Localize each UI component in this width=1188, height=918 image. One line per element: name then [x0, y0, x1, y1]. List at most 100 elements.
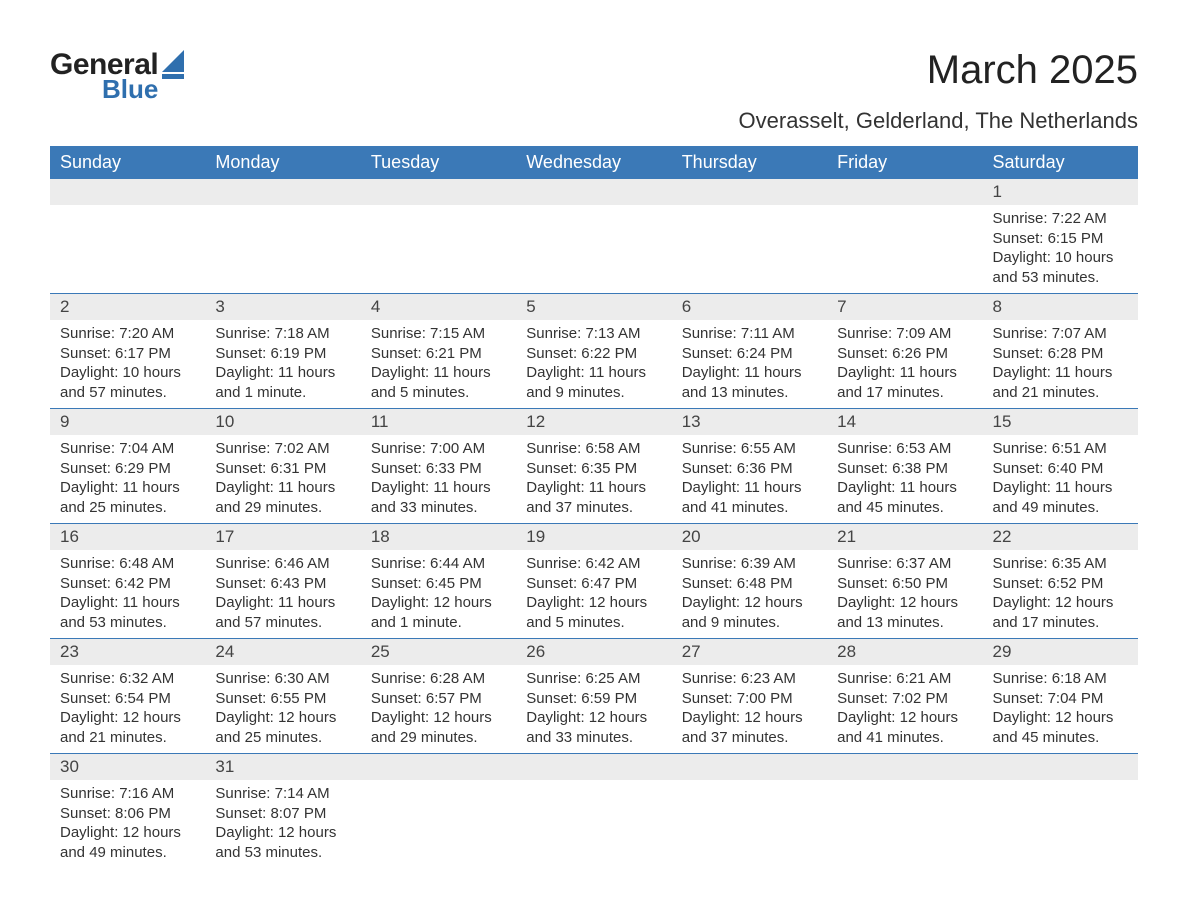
- day-body: Sunrise: 6:23 AMSunset: 7:00 PMDaylight:…: [672, 665, 827, 753]
- sunrise-text: Sunrise: 6:35 AM: [993, 554, 1128, 574]
- day-number: 11: [361, 409, 516, 435]
- sunset-text: Sunset: 6:26 PM: [837, 344, 972, 364]
- sunrise-text: Sunrise: 7:07 AM: [993, 324, 1128, 344]
- day-body: Sunrise: 6:35 AMSunset: 6:52 PMDaylight:…: [983, 550, 1138, 638]
- daylight-text: Daylight: 11 hours and 33 minutes.: [371, 478, 506, 517]
- weekday-header: Sunday: [50, 146, 205, 179]
- sunset-text: Sunset: 6:59 PM: [526, 689, 661, 709]
- sunrise-text: Sunrise: 7:13 AM: [526, 324, 661, 344]
- day-number: [361, 754, 516, 780]
- calendar-cell: [205, 179, 360, 294]
- day-number: [827, 179, 982, 205]
- calendar-cell: 11Sunrise: 7:00 AMSunset: 6:33 PMDayligh…: [361, 409, 516, 524]
- daylight-text: Daylight: 12 hours and 1 minute.: [371, 593, 506, 632]
- daylight-text: Daylight: 11 hours and 5 minutes.: [371, 363, 506, 402]
- sunset-text: Sunset: 6:40 PM: [993, 459, 1128, 479]
- day-number: [672, 179, 827, 205]
- day-body: Sunrise: 7:18 AMSunset: 6:19 PMDaylight:…: [205, 320, 360, 408]
- day-body: Sunrise: 7:02 AMSunset: 6:31 PMDaylight:…: [205, 435, 360, 523]
- day-body: Sunrise: 7:04 AMSunset: 6:29 PMDaylight:…: [50, 435, 205, 523]
- calendar-cell: 7Sunrise: 7:09 AMSunset: 6:26 PMDaylight…: [827, 294, 982, 409]
- day-body: Sunrise: 6:32 AMSunset: 6:54 PMDaylight:…: [50, 665, 205, 753]
- calendar-cell: 27Sunrise: 6:23 AMSunset: 7:00 PMDayligh…: [672, 639, 827, 754]
- day-number: 10: [205, 409, 360, 435]
- calendar-cell: 24Sunrise: 6:30 AMSunset: 6:55 PMDayligh…: [205, 639, 360, 754]
- daylight-text: Daylight: 12 hours and 45 minutes.: [993, 708, 1128, 747]
- calendar-cell: 18Sunrise: 6:44 AMSunset: 6:45 PMDayligh…: [361, 524, 516, 639]
- sunrise-text: Sunrise: 6:32 AM: [60, 669, 195, 689]
- sunset-text: Sunset: 6:52 PM: [993, 574, 1128, 594]
- daylight-text: Daylight: 11 hours and 37 minutes.: [526, 478, 661, 517]
- daylight-text: Daylight: 10 hours and 53 minutes.: [993, 248, 1128, 287]
- day-number: 1: [983, 179, 1138, 205]
- daylight-text: Daylight: 11 hours and 17 minutes.: [837, 363, 972, 402]
- day-body: [516, 205, 671, 215]
- sunset-text: Sunset: 6:43 PM: [215, 574, 350, 594]
- weekday-header: Monday: [205, 146, 360, 179]
- daylight-text: Daylight: 11 hours and 13 minutes.: [682, 363, 817, 402]
- day-body: Sunrise: 7:00 AMSunset: 6:33 PMDaylight:…: [361, 435, 516, 523]
- sunset-text: Sunset: 6:38 PM: [837, 459, 972, 479]
- logo-text: General Blue: [50, 50, 158, 102]
- sunrise-text: Sunrise: 6:21 AM: [837, 669, 972, 689]
- day-body: [361, 780, 516, 790]
- calendar-cell: 4Sunrise: 7:15 AMSunset: 6:21 PMDaylight…: [361, 294, 516, 409]
- day-body: Sunrise: 7:13 AMSunset: 6:22 PMDaylight:…: [516, 320, 671, 408]
- sunrise-text: Sunrise: 7:02 AM: [215, 439, 350, 459]
- sunrise-text: Sunrise: 7:22 AM: [993, 209, 1128, 229]
- day-number: 16: [50, 524, 205, 550]
- daylight-text: Daylight: 11 hours and 25 minutes.: [60, 478, 195, 517]
- calendar-cell: 3Sunrise: 7:18 AMSunset: 6:19 PMDaylight…: [205, 294, 360, 409]
- calendar-cell: 30Sunrise: 7:16 AMSunset: 8:06 PMDayligh…: [50, 754, 205, 869]
- calendar-cell: 17Sunrise: 6:46 AMSunset: 6:43 PMDayligh…: [205, 524, 360, 639]
- day-number: 31: [205, 754, 360, 780]
- day-body: Sunrise: 6:21 AMSunset: 7:02 PMDaylight:…: [827, 665, 982, 753]
- sunrise-text: Sunrise: 6:44 AM: [371, 554, 506, 574]
- calendar-cell: 9Sunrise: 7:04 AMSunset: 6:29 PMDaylight…: [50, 409, 205, 524]
- calendar-cell: 2Sunrise: 7:20 AMSunset: 6:17 PMDaylight…: [50, 294, 205, 409]
- day-body: Sunrise: 6:55 AMSunset: 6:36 PMDaylight:…: [672, 435, 827, 523]
- sunrise-text: Sunrise: 7:09 AM: [837, 324, 972, 344]
- sunset-text: Sunset: 6:28 PM: [993, 344, 1128, 364]
- sunrise-text: Sunrise: 6:23 AM: [682, 669, 817, 689]
- day-body: [672, 780, 827, 790]
- day-number: [516, 179, 671, 205]
- calendar-cell: 22Sunrise: 6:35 AMSunset: 6:52 PMDayligh…: [983, 524, 1138, 639]
- daylight-text: Daylight: 12 hours and 17 minutes.: [993, 593, 1128, 632]
- day-body: [50, 205, 205, 215]
- sunrise-text: Sunrise: 7:04 AM: [60, 439, 195, 459]
- title-block: March 2025 Overasselt, Gelderland, The N…: [739, 50, 1138, 134]
- calendar-week: 2Sunrise: 7:20 AMSunset: 6:17 PMDaylight…: [50, 294, 1138, 409]
- daylight-text: Daylight: 12 hours and 37 minutes.: [682, 708, 817, 747]
- sunrise-text: Sunrise: 6:37 AM: [837, 554, 972, 574]
- calendar-cell: 13Sunrise: 6:55 AMSunset: 6:36 PMDayligh…: [672, 409, 827, 524]
- day-body: Sunrise: 6:39 AMSunset: 6:48 PMDaylight:…: [672, 550, 827, 638]
- sunrise-text: Sunrise: 6:18 AM: [993, 669, 1128, 689]
- sunrise-text: Sunrise: 7:11 AM: [682, 324, 817, 344]
- day-number: 13: [672, 409, 827, 435]
- day-number: [983, 754, 1138, 780]
- day-number: 9: [50, 409, 205, 435]
- day-body: Sunrise: 6:48 AMSunset: 6:42 PMDaylight:…: [50, 550, 205, 638]
- sunset-text: Sunset: 6:55 PM: [215, 689, 350, 709]
- sunset-text: Sunset: 6:31 PM: [215, 459, 350, 479]
- day-body: [361, 205, 516, 215]
- sunrise-text: Sunrise: 6:39 AM: [682, 554, 817, 574]
- day-body: Sunrise: 6:37 AMSunset: 6:50 PMDaylight:…: [827, 550, 982, 638]
- day-number: 18: [361, 524, 516, 550]
- day-number: 26: [516, 639, 671, 665]
- calendar-header-row: SundayMondayTuesdayWednesdayThursdayFrid…: [50, 146, 1138, 179]
- daylight-text: Daylight: 11 hours and 57 minutes.: [215, 593, 350, 632]
- calendar-cell: 16Sunrise: 6:48 AMSunset: 6:42 PMDayligh…: [50, 524, 205, 639]
- daylight-text: Daylight: 11 hours and 41 minutes.: [682, 478, 817, 517]
- sunrise-text: Sunrise: 7:15 AM: [371, 324, 506, 344]
- weekday-header: Wednesday: [516, 146, 671, 179]
- calendar-body: 1Sunrise: 7:22 AMSunset: 6:15 PMDaylight…: [50, 179, 1138, 868]
- day-number: 15: [983, 409, 1138, 435]
- day-body: [983, 780, 1138, 790]
- calendar-week: 23Sunrise: 6:32 AMSunset: 6:54 PMDayligh…: [50, 639, 1138, 754]
- calendar-cell: 14Sunrise: 6:53 AMSunset: 6:38 PMDayligh…: [827, 409, 982, 524]
- calendar-cell: 1Sunrise: 7:22 AMSunset: 6:15 PMDaylight…: [983, 179, 1138, 294]
- day-body: Sunrise: 7:15 AMSunset: 6:21 PMDaylight:…: [361, 320, 516, 408]
- day-number: [827, 754, 982, 780]
